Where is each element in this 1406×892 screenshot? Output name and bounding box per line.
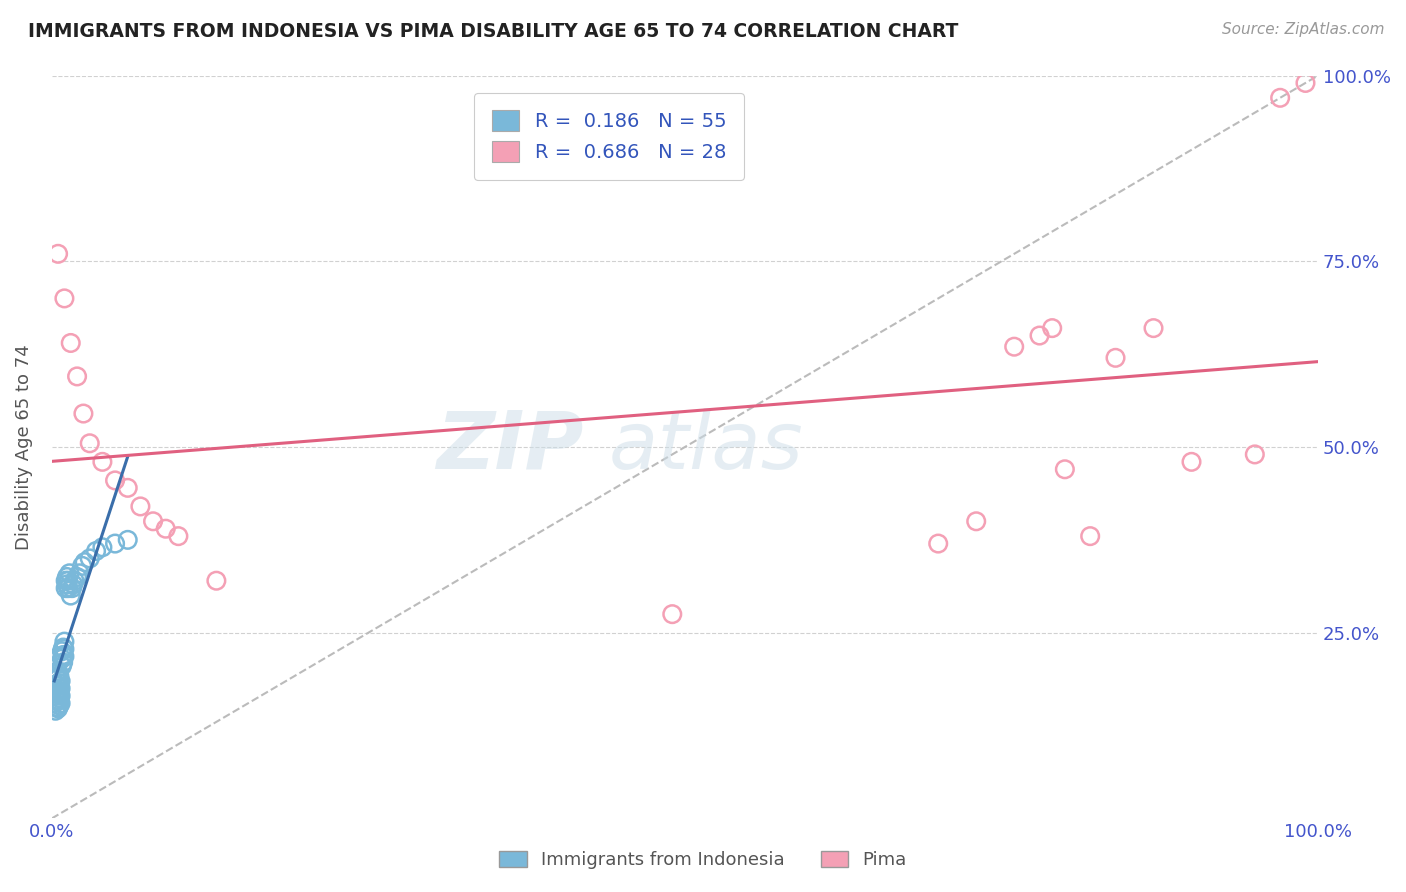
Text: atlas: atlas xyxy=(609,408,804,486)
Point xyxy=(46,679,69,693)
Point xyxy=(661,607,683,622)
Point xyxy=(72,407,94,421)
Point xyxy=(1142,321,1164,335)
Point xyxy=(1295,76,1317,90)
Text: Source: ZipAtlas.com: Source: ZipAtlas.com xyxy=(1222,22,1385,37)
Point xyxy=(117,481,139,495)
Text: ZIP: ZIP xyxy=(436,408,583,486)
Point xyxy=(58,574,80,588)
Point xyxy=(56,577,79,591)
Legend: Immigrants from Indonesia, Pima: Immigrants from Indonesia, Pima xyxy=(491,842,915,879)
Point xyxy=(46,247,69,261)
Point xyxy=(1028,328,1050,343)
Point xyxy=(46,672,69,686)
Point xyxy=(51,651,73,665)
Point xyxy=(58,566,80,581)
Point xyxy=(66,570,89,584)
Point xyxy=(48,676,70,690)
Point xyxy=(45,670,67,684)
Point xyxy=(79,551,101,566)
Point xyxy=(167,529,190,543)
Point xyxy=(1104,351,1126,365)
Point xyxy=(69,566,91,581)
Point xyxy=(53,649,76,664)
Point xyxy=(63,574,86,588)
Point xyxy=(46,701,69,715)
Point xyxy=(117,533,139,547)
Point xyxy=(51,644,73,658)
Point xyxy=(1243,447,1265,461)
Text: IMMIGRANTS FROM INDONESIA VS PIMA DISABILITY AGE 65 TO 74 CORRELATION CHART: IMMIGRANTS FROM INDONESIA VS PIMA DISABI… xyxy=(28,22,959,41)
Point xyxy=(48,691,70,706)
Point xyxy=(104,536,127,550)
Point xyxy=(79,436,101,450)
Point xyxy=(52,640,75,655)
Point xyxy=(59,589,82,603)
Point xyxy=(46,687,69,701)
Point xyxy=(45,700,67,714)
Point xyxy=(45,692,67,706)
Point xyxy=(45,678,67,692)
Point xyxy=(45,666,67,681)
Point xyxy=(44,696,66,710)
Point xyxy=(55,574,77,588)
Point xyxy=(1268,91,1291,105)
Point xyxy=(1053,462,1076,476)
Point xyxy=(46,665,69,679)
Point xyxy=(52,656,75,670)
Point xyxy=(155,522,177,536)
Point xyxy=(142,514,165,528)
Point xyxy=(59,336,82,351)
Point xyxy=(129,500,152,514)
Point xyxy=(48,683,70,698)
Point xyxy=(1078,529,1101,543)
Point xyxy=(45,685,67,699)
Point xyxy=(62,577,84,591)
Point xyxy=(1002,340,1025,354)
Point xyxy=(46,694,69,708)
Point xyxy=(45,689,67,703)
Point xyxy=(49,689,72,703)
Point xyxy=(55,581,77,595)
Point xyxy=(52,648,75,662)
Point xyxy=(91,541,114,555)
Point xyxy=(48,698,70,713)
Point xyxy=(49,673,72,688)
Point xyxy=(84,544,107,558)
Point xyxy=(205,574,228,588)
Point xyxy=(45,704,67,718)
Point xyxy=(56,570,79,584)
Point xyxy=(60,581,83,595)
Point xyxy=(927,536,949,550)
Point xyxy=(49,681,72,696)
Point xyxy=(1040,321,1063,335)
Point xyxy=(73,555,96,569)
Point xyxy=(49,696,72,710)
Point xyxy=(53,642,76,657)
Point xyxy=(44,681,66,696)
Point xyxy=(48,669,70,683)
Point xyxy=(965,514,987,528)
Point xyxy=(53,634,76,648)
Point xyxy=(91,455,114,469)
Point xyxy=(58,581,80,595)
Legend: R =  0.186   N = 55, R =  0.686   N = 28: R = 0.186 N = 55, R = 0.686 N = 28 xyxy=(474,93,744,180)
Y-axis label: Disability Age 65 to 74: Disability Age 65 to 74 xyxy=(15,344,32,549)
Point xyxy=(51,659,73,673)
Point xyxy=(1180,455,1202,469)
Point xyxy=(53,292,76,306)
Point xyxy=(70,558,93,573)
Point xyxy=(104,474,127,488)
Point xyxy=(45,678,67,692)
Point xyxy=(66,369,89,384)
